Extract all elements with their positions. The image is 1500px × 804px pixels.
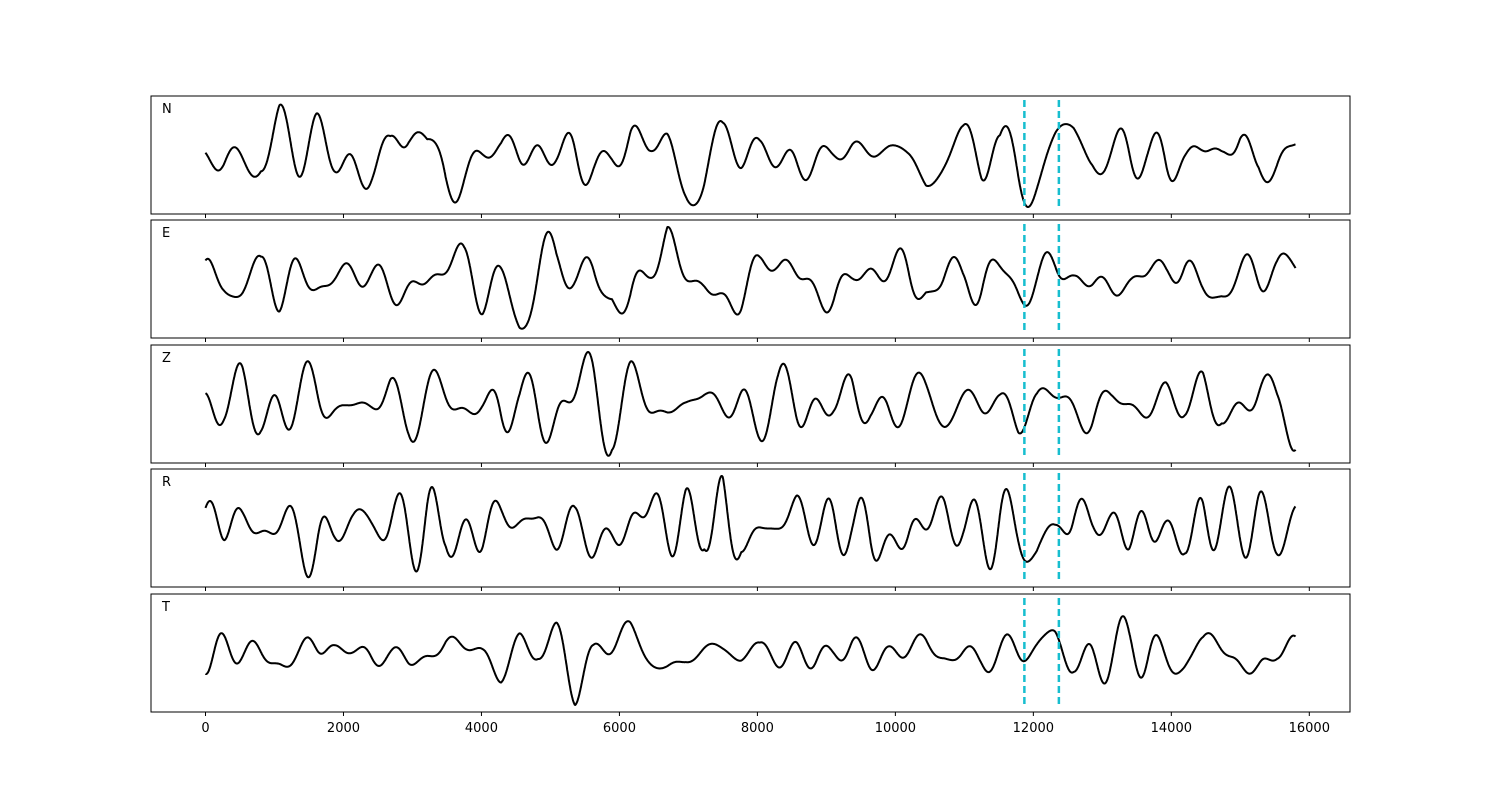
x-tick-label: 4000 xyxy=(465,721,498,736)
panel-label: E xyxy=(162,226,170,241)
panel-label: N xyxy=(162,102,172,117)
waveform-R xyxy=(204,475,1297,579)
axes-frame xyxy=(150,95,1351,215)
waveform-Z xyxy=(204,351,1297,457)
panel-label: T xyxy=(161,600,170,615)
waveform-T xyxy=(204,615,1297,706)
axes-frame xyxy=(150,468,1351,588)
x-tick-label: 6000 xyxy=(603,721,636,736)
axes-frame xyxy=(150,219,1351,339)
axes-frame xyxy=(150,344,1351,464)
x-tick-label: 14000 xyxy=(1151,721,1192,736)
panel-label: R xyxy=(162,475,171,490)
x-tick-label: 2000 xyxy=(327,721,360,736)
x-tick-label: 10000 xyxy=(875,721,916,736)
waveform-E xyxy=(204,226,1297,330)
x-tick-label: 8000 xyxy=(741,721,774,736)
x-tick-label: 16000 xyxy=(1289,721,1330,736)
waveform-N xyxy=(204,103,1297,208)
x-tick-label: 0 xyxy=(201,721,209,736)
panel-label: Z xyxy=(162,351,171,366)
x-tick-label: 12000 xyxy=(1013,721,1054,736)
axes-frame xyxy=(150,593,1351,713)
